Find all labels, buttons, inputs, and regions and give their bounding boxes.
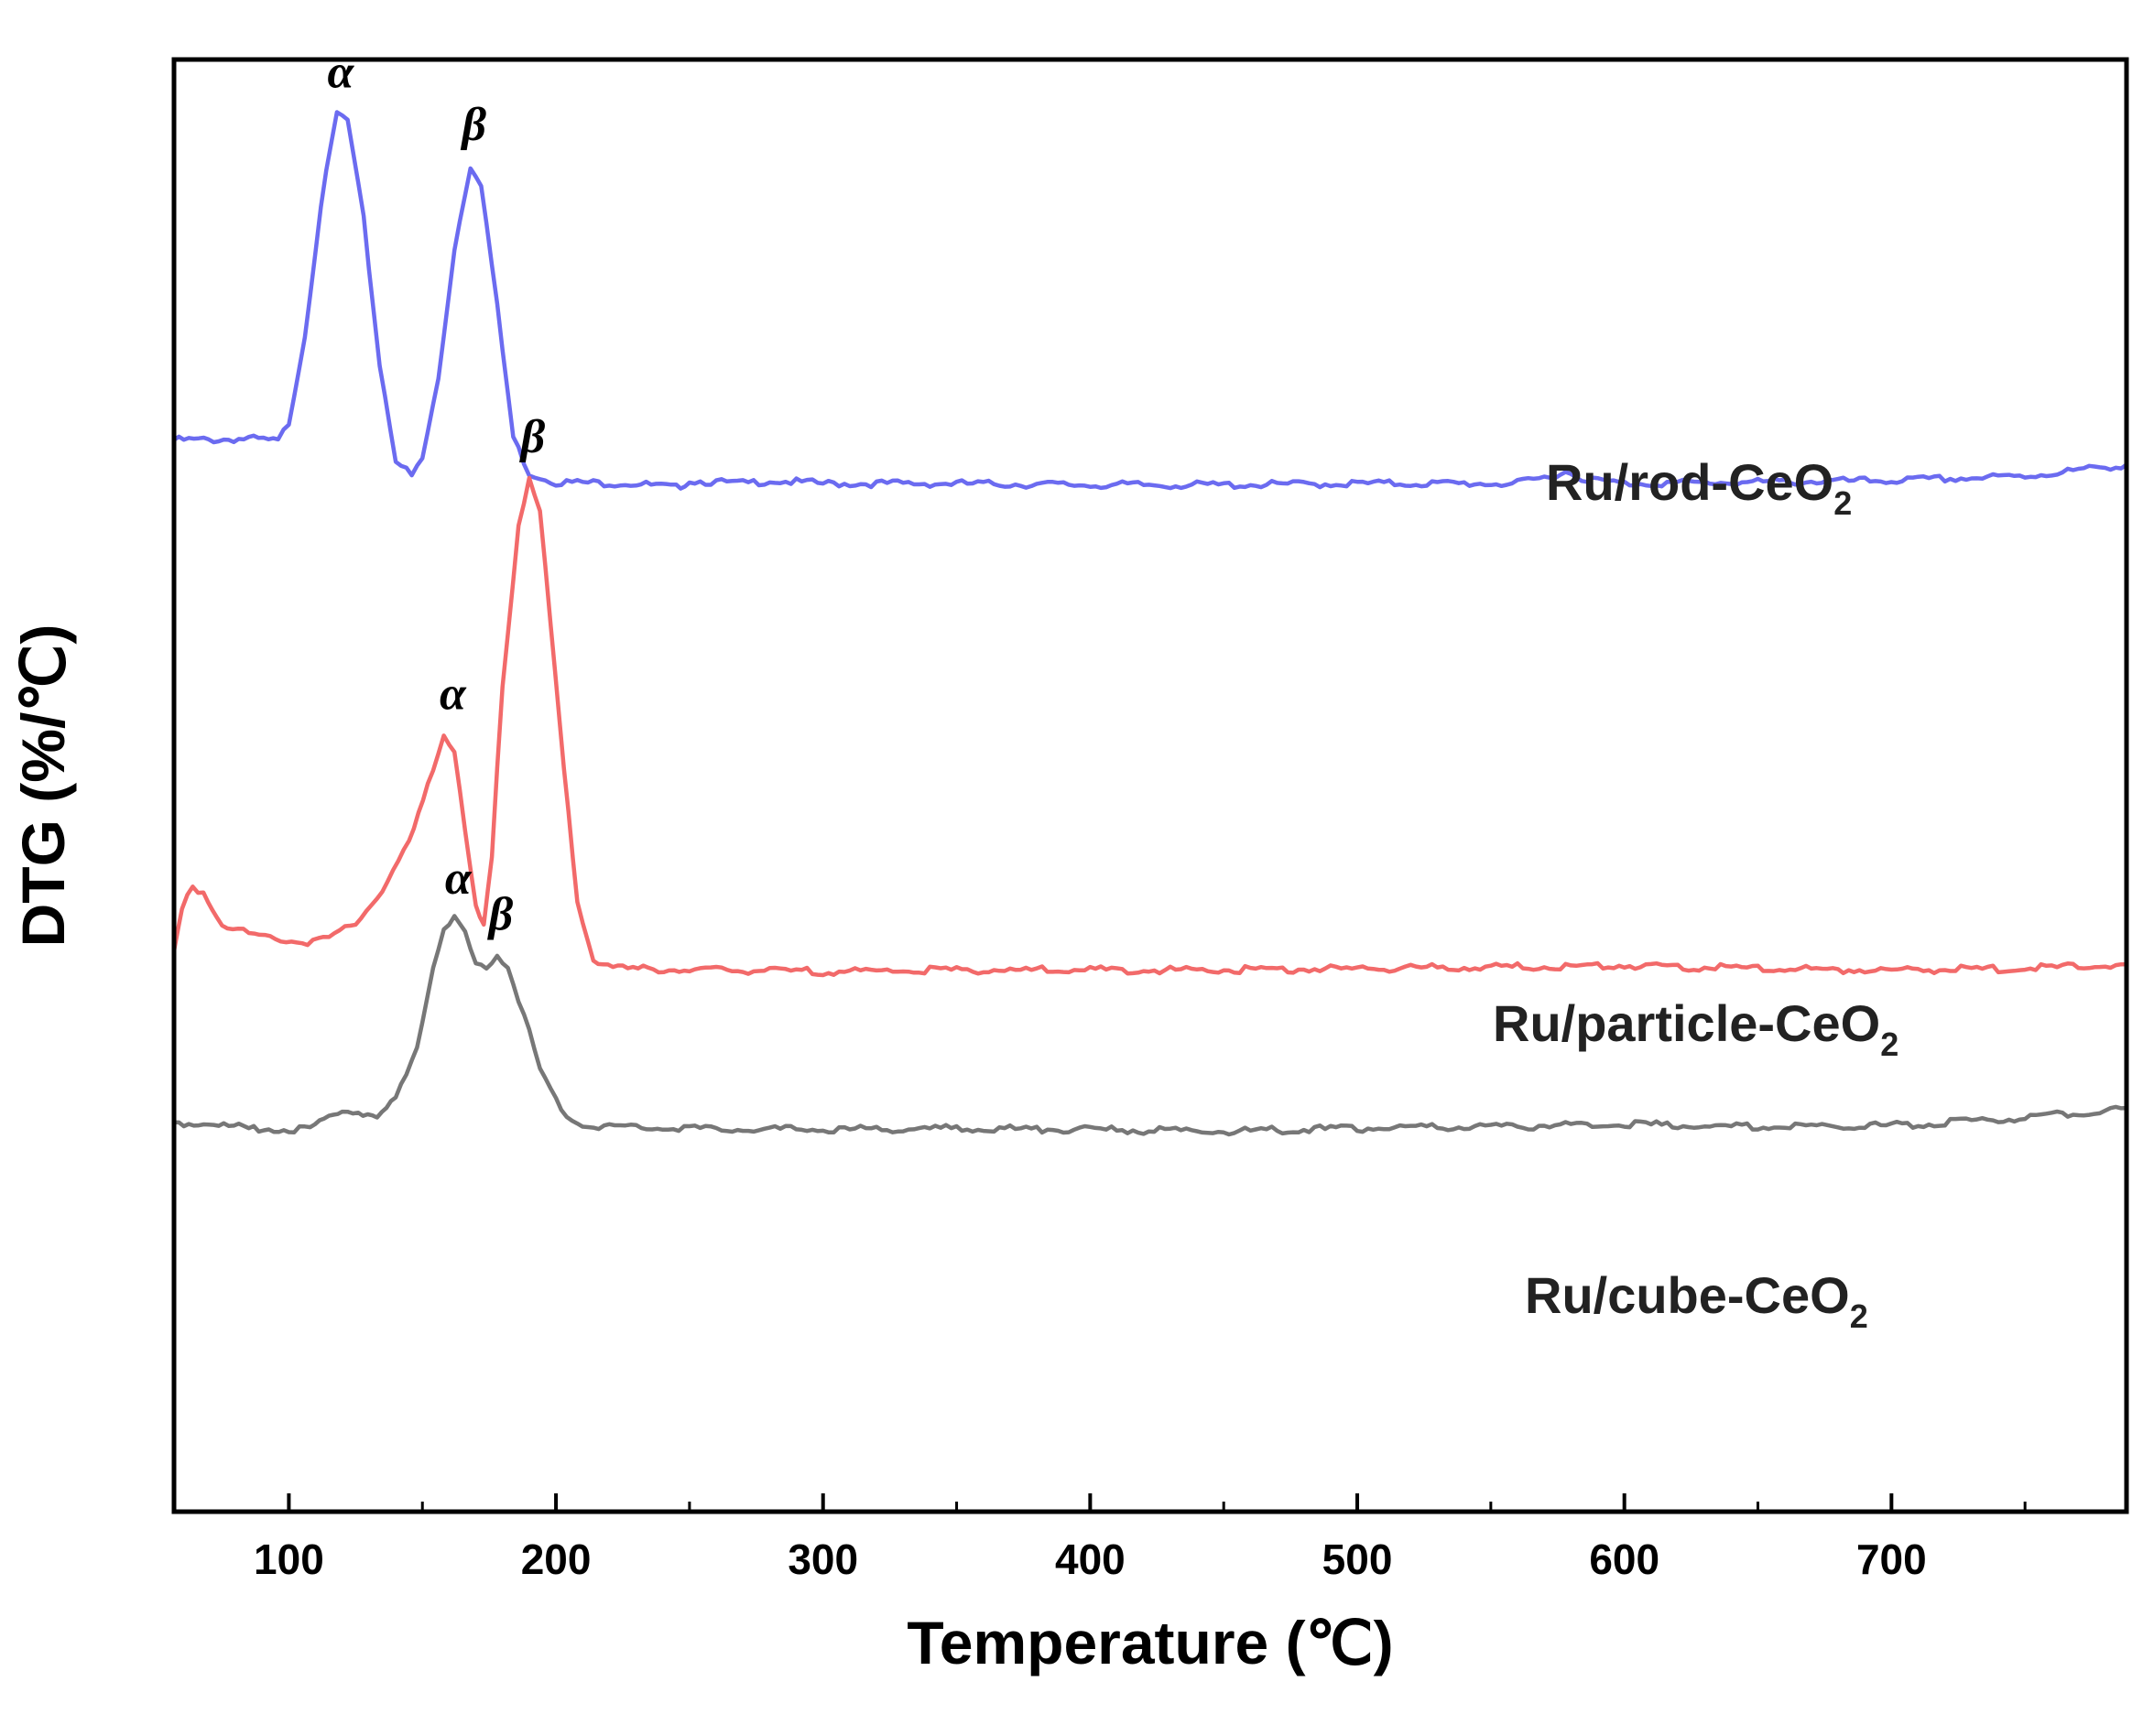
x-tick-label: 700 <box>1856 1535 1927 1583</box>
peak-label: α <box>440 667 467 720</box>
series-layer <box>171 110 2128 1137</box>
x-tick-label: 100 <box>254 1535 324 1583</box>
series-line <box>172 110 2128 491</box>
x-tick-label: 200 <box>521 1535 592 1583</box>
x-tick-label: 600 <box>1589 1535 1659 1583</box>
series-label-main: Ru/cube-CeO <box>1525 1266 1850 1324</box>
series-label-subscript: 2 <box>1880 1025 1898 1063</box>
x-tick-label: 500 <box>1322 1535 1393 1583</box>
series-label: Ru/particle-CeO2 <box>1493 994 1898 1063</box>
series-label: Ru/rod-CeO2 <box>1546 453 1852 522</box>
x-axis-ticks: 100 200 300 400 500 600 700 <box>254 1493 2027 1583</box>
series-line <box>173 914 2127 1137</box>
plot-frame <box>171 57 2129 1514</box>
peak-label: β <box>487 889 514 941</box>
peak-label: β <box>519 411 546 463</box>
series-label: Ru/cube-CeO2 <box>1525 1266 1868 1335</box>
y-axis-title: DTG (%/℃) <box>9 624 77 948</box>
annotation-layer: Ru/rod-CeO2αβRu/particle-CeO2αβRu/cube-C… <box>328 47 1899 1335</box>
peak-label: α <box>328 47 355 99</box>
series-label-subscript: 2 <box>1833 484 1852 522</box>
x-tick-label: 400 <box>1055 1535 1126 1583</box>
series-line <box>171 475 2127 978</box>
peak-label: β <box>460 99 486 151</box>
x-axis-title: Temperature (℃) <box>907 1609 1393 1676</box>
peak-label: α <box>445 852 473 905</box>
series-label-main: Ru/particle-CeO <box>1493 994 1880 1052</box>
series-label-main: Ru/rod-CeO <box>1546 453 1833 511</box>
x-tick-label: 300 <box>788 1535 858 1583</box>
series-label-subscript: 2 <box>1850 1297 1868 1335</box>
